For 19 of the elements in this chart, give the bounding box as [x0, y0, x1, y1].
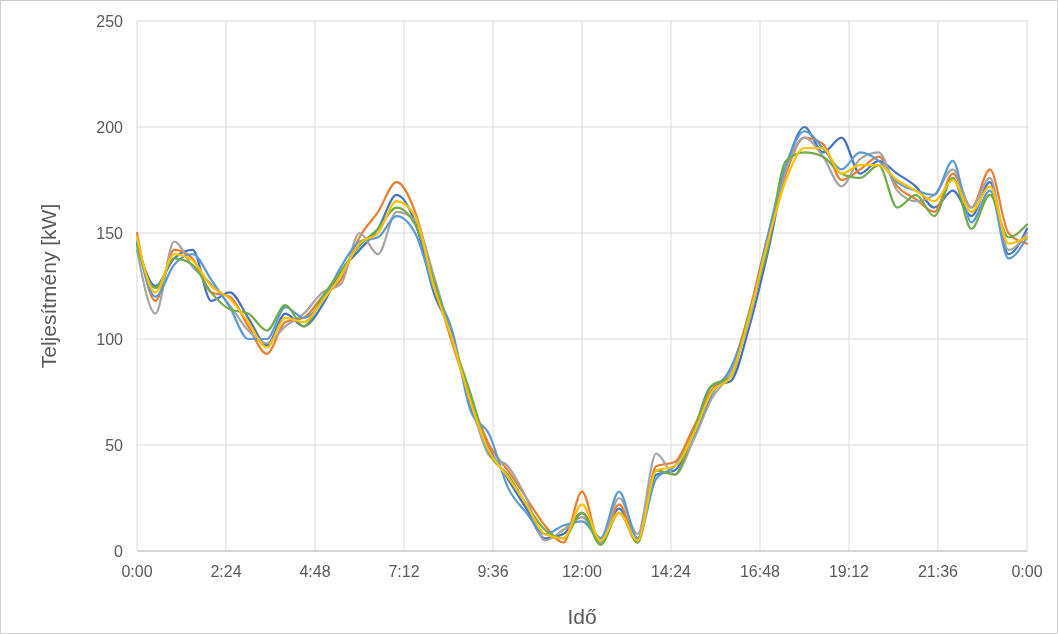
x-tick-label: 19:12	[828, 563, 870, 580]
y-axis-title: Teljesítmény [kW]	[37, 203, 60, 369]
y-tick-label: 0	[114, 542, 124, 560]
x-tick-label: 12:00	[561, 563, 603, 580]
y-tick-label: 50	[105, 436, 124, 454]
y-tick-label: 250	[96, 12, 124, 30]
x-tick-label: 0:00	[121, 563, 153, 580]
x-tick-label: 14:24	[650, 563, 692, 580]
x-tick-label: 16:48	[739, 563, 781, 580]
x-tick-label: 2:24	[210, 563, 242, 580]
x-axis-title: Idő	[567, 605, 597, 628]
y-tick-label: 200	[96, 118, 124, 136]
x-tick-label: 9:36	[477, 563, 509, 580]
x-tick-label: 7:12	[388, 563, 420, 580]
x-tick-label: 21:36	[917, 563, 959, 580]
y-tick-label: 100	[96, 330, 124, 348]
y-tick-label: 150	[96, 224, 124, 242]
x-tick-label: 4:48	[299, 563, 331, 580]
x-tick-label: 0:00	[1011, 563, 1043, 580]
